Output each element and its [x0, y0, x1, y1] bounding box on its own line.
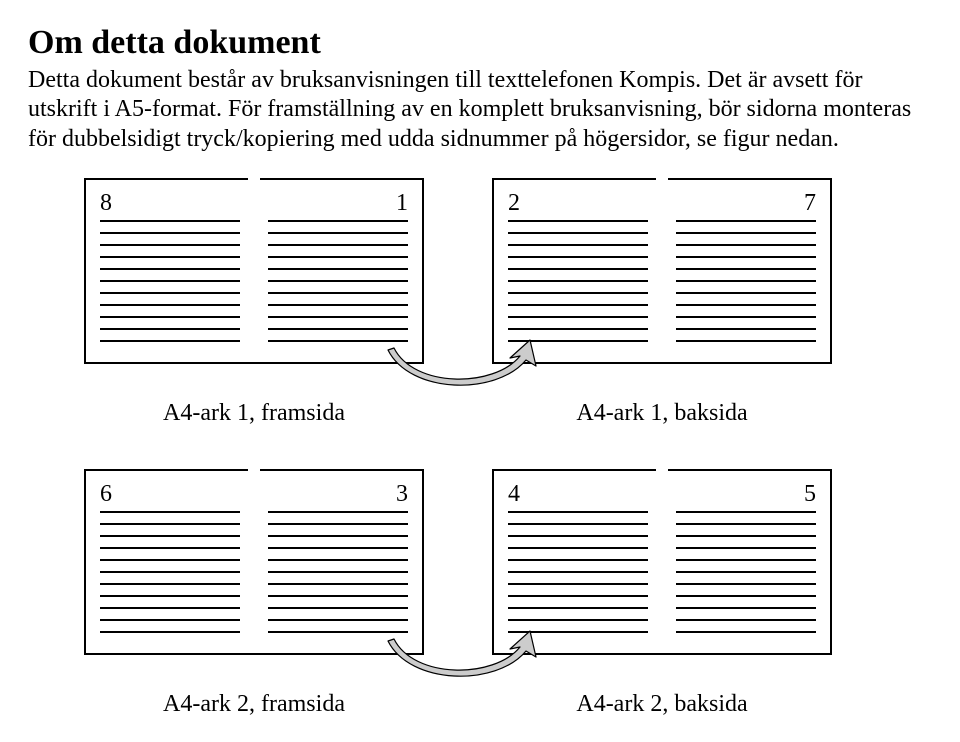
page-title: Om detta dokument [28, 24, 932, 62]
fold-gap [248, 469, 260, 471]
page-number: 5 [804, 481, 816, 508]
page-number: 1 [396, 190, 408, 217]
text-lines [100, 220, 240, 354]
caption-row: A4-ark 2, framsida A4-ark 2, baksida [84, 691, 932, 718]
page-number: 6 [100, 481, 112, 508]
text-lines [676, 511, 816, 645]
booklet-page-right: 7 [662, 180, 830, 362]
sheet-caption: A4-ark 1, framsida [163, 400, 345, 426]
flip-arrow-row [84, 655, 832, 689]
imposition-figure: 8 1 2 7 [28, 178, 932, 718]
text-lines [268, 511, 408, 645]
booklet-page-left: 8 [86, 180, 254, 362]
text-lines [268, 220, 408, 354]
fold-gap [248, 178, 260, 180]
page-number: 2 [508, 190, 520, 217]
page-number: 3 [396, 481, 408, 508]
text-lines [100, 511, 240, 645]
sheet-block: 6 3 [84, 469, 424, 655]
flip-arrow-row [84, 364, 832, 398]
fold-gap [656, 178, 668, 180]
sheet: 6 3 [84, 469, 424, 655]
sheet-caption: A4-ark 1, baksida [576, 400, 747, 426]
text-lines [676, 220, 816, 354]
booklet-page-left: 4 [494, 471, 662, 653]
fold-gap [656, 469, 668, 471]
intro-paragraph: Detta dokument består av bruksanvisninge… [28, 66, 932, 154]
text-lines [508, 511, 648, 645]
sheet-caption: A4-ark 2, baksida [576, 691, 747, 717]
booklet-page-right: 1 [254, 180, 422, 362]
sheet-block: 8 1 [84, 178, 424, 364]
booklet-page-left: 6 [86, 471, 254, 653]
text-lines [508, 220, 648, 354]
page-number: 7 [804, 190, 816, 217]
page-number: 4 [508, 481, 520, 508]
caption-row: A4-ark 1, framsida A4-ark 1, baksida [84, 400, 932, 427]
page-number: 8 [100, 190, 112, 217]
sheet-caption: A4-ark 2, framsida [163, 691, 345, 717]
booklet-page-left: 2 [494, 180, 662, 362]
booklet-page-right: 3 [254, 471, 422, 653]
flip-arrow-icon [384, 627, 552, 683]
flip-arrow-icon [384, 336, 552, 392]
sheet: 8 1 [84, 178, 424, 364]
booklet-page-right: 5 [662, 471, 830, 653]
